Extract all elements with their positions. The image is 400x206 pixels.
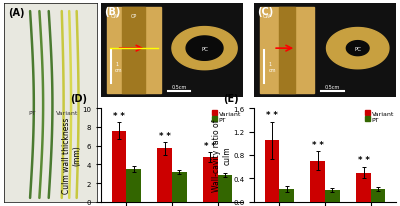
- Bar: [112, 131, 126, 202]
- Polygon shape: [260, 8, 314, 94]
- Legend: Variant, PT: Variant, PT: [211, 110, 242, 123]
- Text: * *: * *: [204, 141, 216, 150]
- Bar: [172, 172, 186, 202]
- Bar: [203, 157, 218, 202]
- Polygon shape: [122, 8, 145, 94]
- Bar: [310, 161, 325, 202]
- Polygon shape: [326, 28, 389, 69]
- Bar: [157, 149, 172, 202]
- Text: * *: * *: [266, 111, 278, 120]
- Text: * *: * *: [113, 111, 125, 120]
- Text: (B): (B): [104, 7, 120, 17]
- Text: 0.5cm: 0.5cm: [325, 84, 340, 89]
- Bar: [218, 175, 232, 202]
- Text: (A): (A): [8, 8, 24, 18]
- Polygon shape: [107, 8, 160, 94]
- Text: CW: CW: [111, 14, 119, 19]
- Bar: [279, 189, 294, 202]
- Bar: [325, 190, 340, 202]
- Bar: [356, 173, 371, 202]
- Bar: [371, 189, 386, 202]
- Text: * *: * *: [312, 140, 324, 149]
- Text: (D): (D): [70, 94, 87, 104]
- Legend: Variant, PT: Variant, PT: [364, 110, 395, 123]
- Text: PC: PC: [201, 46, 208, 51]
- Text: 1
cm: 1 cm: [268, 62, 276, 73]
- Y-axis label: Wall-cavity ratio of
culm: Wall-cavity ratio of culm: [212, 119, 232, 191]
- Polygon shape: [279, 8, 295, 94]
- Text: CW: CW: [263, 14, 271, 19]
- Bar: [126, 169, 141, 202]
- Text: PC: PC: [354, 46, 361, 51]
- Bar: [265, 141, 279, 202]
- Text: 0.5cm: 0.5cm: [172, 84, 187, 89]
- Polygon shape: [186, 37, 223, 61]
- Text: * *: * *: [159, 131, 170, 140]
- Polygon shape: [346, 41, 369, 56]
- Polygon shape: [172, 27, 237, 70]
- Text: CP: CP: [131, 14, 137, 19]
- Text: 1
cm: 1 cm: [115, 62, 123, 73]
- Text: * *: * *: [358, 156, 370, 165]
- Text: (C): (C): [257, 7, 273, 17]
- Y-axis label: Culm wall thickness
(mm): Culm wall thickness (mm): [62, 117, 81, 193]
- Text: PT: PT: [28, 110, 36, 115]
- Text: Variant: Variant: [56, 110, 78, 115]
- Text: (E): (E): [223, 94, 239, 104]
